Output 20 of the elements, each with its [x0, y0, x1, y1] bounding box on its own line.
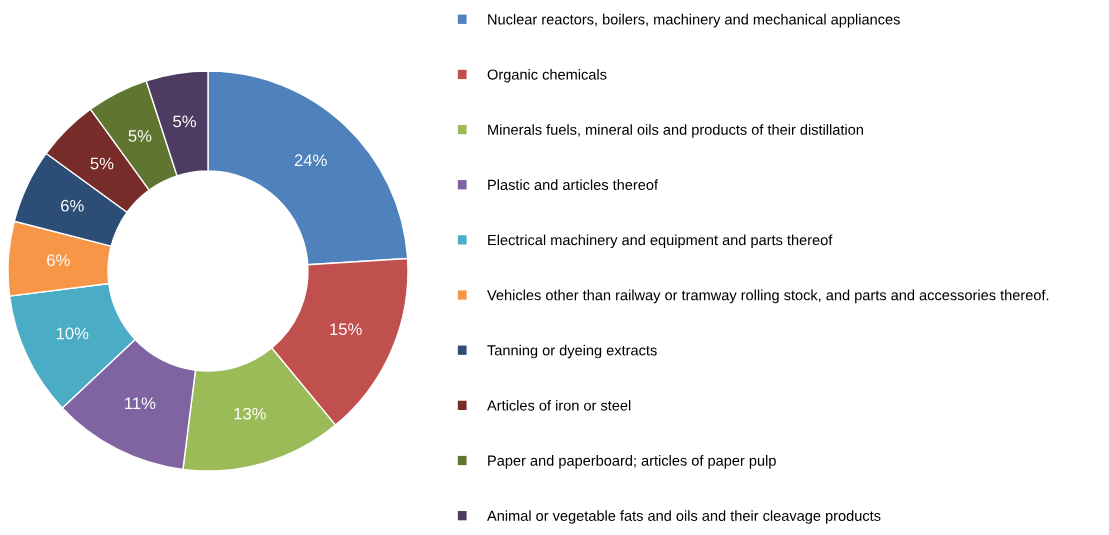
legend-label: Minerals fuels, mineral oils and products of their distillation	[488, 124, 863, 138]
legend-label: Electrical machinery and equipment and parts thereof	[488, 234, 833, 249]
legend-label: Plastic and articles thereof	[488, 179, 659, 191]
data-label: 5%	[128, 130, 152, 142]
data-label: 11%	[125, 397, 156, 410]
data-label: 5%	[90, 157, 114, 170]
legend-label: Animal or vegetable fats and oils and their cleavage products	[487, 510, 881, 524]
data-label: 15%	[330, 323, 362, 336]
legend-label: Nuclear reactors, boilers, machinery and mechanical appliances	[488, 13, 900, 28]
data-label: 13%	[234, 407, 266, 420]
data-label: 5%	[173, 115, 196, 128]
data-label: 24%	[294, 154, 327, 167]
legend-label: Tanning or dyeing extracts	[487, 344, 657, 359]
legend-label: Articles of iron or steel	[487, 399, 631, 411]
data-label: 6%	[61, 199, 84, 212]
legend-label: Paper and paperboard; articles of paper pulp	[488, 455, 776, 469]
legend-label: Organic chemicals	[487, 68, 607, 83]
data-label: 6%	[47, 254, 70, 267]
data-label: 10%	[56, 327, 89, 340]
legend-label: Vehicles other than railway or tramway rolling stock, and parts and accessories thereof.	[487, 289, 1049, 304]
